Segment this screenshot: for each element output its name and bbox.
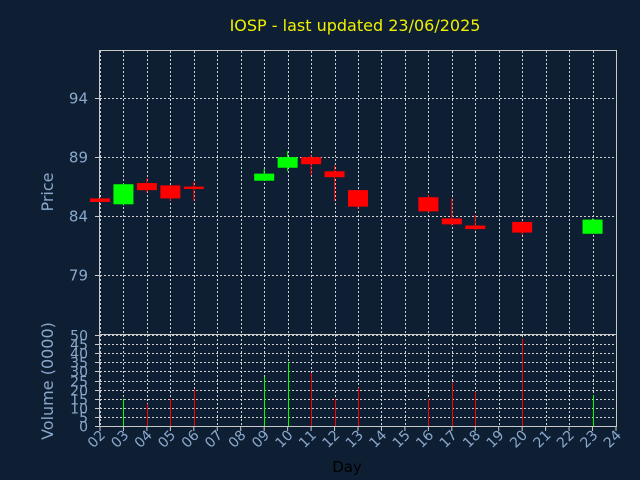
- day-tick-label: 12: [319, 428, 343, 452]
- day-tick-label: 11: [296, 428, 320, 452]
- day-tick-label: 19: [484, 428, 508, 452]
- volume-tick-label: 10: [70, 402, 88, 418]
- day-tick-label: 17: [437, 428, 461, 452]
- day-axis-label: Day: [332, 458, 362, 476]
- day-tick-label: 05: [155, 428, 179, 452]
- volume-tick-label: 25: [70, 375, 88, 391]
- candle-body: [324, 171, 345, 178]
- candle-body: [465, 225, 486, 230]
- day-tick-label: 23: [577, 428, 601, 452]
- candle-body: [418, 197, 439, 212]
- volume-tick-label: 50: [70, 329, 88, 345]
- day-tick-label: 08: [226, 428, 250, 452]
- day-tick-label: 22: [554, 428, 578, 452]
- price-axis: 79 84 89 94: [69, 90, 100, 285]
- volume-axis-label: Volume (0000): [38, 322, 57, 440]
- volume-tick-label: 45: [70, 338, 88, 354]
- candle-body: [582, 219, 603, 234]
- volume-tick-label: 20: [70, 384, 88, 400]
- volume-tick-label: 0: [79, 420, 88, 436]
- chart-title: IOSP - last updated 23/06/2025: [230, 16, 481, 35]
- candle-body: [348, 190, 368, 207]
- candle-body: [441, 218, 462, 225]
- day-tick-label: 16: [413, 427, 437, 451]
- volume-tick-label: 35: [70, 356, 88, 372]
- candlestick-series: [90, 151, 603, 235]
- day-tick-label: 06: [179, 427, 203, 451]
- candle-body: [113, 184, 134, 205]
- day-tick-label: 20: [507, 428, 531, 452]
- day-tick-label: 21: [531, 428, 555, 452]
- candle-body: [136, 183, 157, 191]
- candle-body: [254, 173, 275, 181]
- day-axis: 02 03 04 05 06 07 08 09 10 11 12 13 14 15 16 17 18 19 20 21…: [85, 426, 625, 451]
- day-tick-label: 07: [202, 428, 226, 452]
- candle-body: [277, 157, 298, 168]
- price-tick-label: 89: [69, 149, 88, 167]
- volume-tick-label: 5: [79, 411, 88, 427]
- volume-tick-label: 30: [70, 365, 88, 381]
- day-tick-label: 03: [108, 428, 132, 452]
- volume-tick-label: 15: [70, 393, 88, 409]
- day-tick-label: 13: [343, 428, 367, 452]
- volume-tick-label: 40: [70, 347, 88, 363]
- day-tick-label: 18: [460, 428, 484, 452]
- candle-body: [90, 198, 110, 202]
- day-tick-label: 09: [249, 428, 273, 452]
- candle-body: [183, 186, 204, 189]
- day-tick-label: 15: [390, 428, 414, 452]
- day-tick-label: 14: [366, 427, 390, 451]
- candle-body: [160, 185, 181, 199]
- day-tick-label: 24: [601, 427, 625, 451]
- candle-body: [301, 157, 322, 165]
- volume-series: [123, 338, 594, 426]
- candle-body: [512, 221, 533, 233]
- day-tick-label: 04: [132, 427, 156, 451]
- day-tick-label: 10: [273, 428, 297, 452]
- price-axis-label: Price: [38, 172, 57, 211]
- price-tick-label: 79: [69, 267, 88, 285]
- price-tick-label: 84: [69, 208, 88, 226]
- day-tick-label: 02: [85, 428, 109, 452]
- price-tick-label: 94: [69, 90, 88, 108]
